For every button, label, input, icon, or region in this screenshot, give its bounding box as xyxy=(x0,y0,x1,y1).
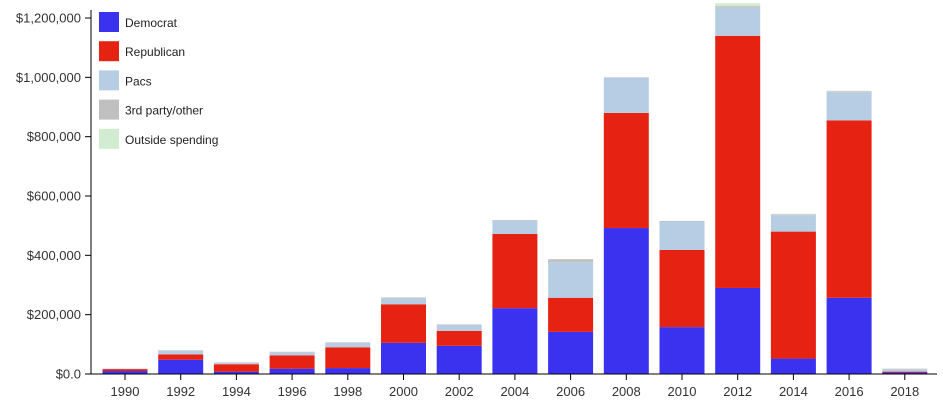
x-tick-label: 1990 xyxy=(111,384,140,399)
y-tick-label: $1,200,000 xyxy=(16,11,81,26)
bar-1990-pacs xyxy=(102,368,148,370)
bar-2014-outside-spending xyxy=(770,213,816,215)
x-tick-label: 2014 xyxy=(779,384,808,399)
bar-1996-3rd-party-other xyxy=(269,351,315,353)
bar-2000-3rd-party-other xyxy=(381,297,426,299)
bar-1994-democrat xyxy=(213,371,259,374)
bar-1996-democrat xyxy=(269,368,315,374)
legend-swatch xyxy=(99,12,119,32)
bar-1996-pacs xyxy=(269,352,315,356)
bar-1994-republican xyxy=(213,364,259,372)
legend-swatch xyxy=(99,99,119,120)
x-tick-label: 1998 xyxy=(333,384,362,399)
bar-1990-democrat xyxy=(102,371,148,374)
x-tick-label: 1996 xyxy=(278,384,307,399)
x-tick-label: 2004 xyxy=(500,384,529,399)
bar-1998-3rd-party-other xyxy=(325,342,371,343)
bar-2016-3rd-party-other xyxy=(826,91,872,93)
bar-2000-republican xyxy=(381,304,426,343)
legend-label: Democrat xyxy=(125,16,178,30)
x-tick-label: 2000 xyxy=(389,384,418,399)
x-tick-label: 2016 xyxy=(835,384,864,399)
bar-2004-pacs xyxy=(492,220,538,234)
x-tick-label: 2002 xyxy=(445,384,474,399)
bars-layer xyxy=(102,3,928,374)
y-tick-label: $200,000 xyxy=(27,307,81,322)
bar-2018-3rd-party-other xyxy=(882,368,928,370)
bar-1998-democrat xyxy=(325,368,371,374)
bar-2006-republican xyxy=(548,297,594,332)
x-tick-label: 2008 xyxy=(612,384,641,399)
bar-2000-pacs xyxy=(381,298,426,305)
bar-2012-outside-spending xyxy=(715,3,761,7)
bar-2018-pacs xyxy=(882,369,928,372)
legend-swatch xyxy=(99,70,119,91)
x-tick-label: 2018 xyxy=(890,384,919,399)
bar-1994-pacs xyxy=(213,362,259,365)
legend: Democrat Republican Pacs 3rd party/other Out… xyxy=(99,12,218,149)
bar-2002-3rd-party-other xyxy=(436,324,482,326)
bar-2010-democrat xyxy=(659,327,705,374)
x-tick-label: 2010 xyxy=(668,384,697,399)
x-tick-label: 2006 xyxy=(556,384,585,399)
bar-1992-pacs xyxy=(158,350,204,355)
bar-2018-republican xyxy=(882,371,928,373)
bar-2012-3rd-party-other xyxy=(715,6,761,8)
legend-label: 3rd party/other xyxy=(125,104,203,118)
bar-2016-democrat xyxy=(826,297,872,374)
bar-1992-democrat xyxy=(158,359,204,374)
bar-2008-republican xyxy=(603,112,649,229)
y-tick-label: $600,000 xyxy=(27,189,81,204)
bar-2012-democrat xyxy=(715,287,761,374)
bar-2008-pacs xyxy=(603,77,649,113)
legend-label: Outside spending xyxy=(125,133,218,147)
y-tick-label: $400,000 xyxy=(27,248,81,263)
bar-2014-pacs xyxy=(770,215,816,232)
legend-swatch xyxy=(99,41,119,62)
bar-2006-3rd-party-other xyxy=(548,259,594,263)
bar-2010-pacs xyxy=(659,221,705,250)
bar-2016-pacs xyxy=(826,92,872,121)
bar-1990-republican xyxy=(102,368,148,372)
bar-2012-republican xyxy=(715,35,761,288)
bar-1998-republican xyxy=(325,347,371,369)
bar-2008-3rd-party-other xyxy=(603,77,649,78)
bar-1996-republican xyxy=(269,355,315,369)
y-tick-label: $800,000 xyxy=(27,129,81,144)
x-tick-label: 2012 xyxy=(723,384,752,399)
y-tick-label: $1,000,000 xyxy=(16,70,81,85)
x-axis: 1990 1992 1994 1996 1998 2000 2002 2004 2006 2008… xyxy=(91,373,937,399)
bar-1994-3rd-party-other xyxy=(213,362,259,363)
y-axis: $0.0 $200,000 $400,000 $600,000 $800,000 $1,0… xyxy=(16,10,92,382)
x-tick-label: 1994 xyxy=(222,384,251,399)
legend-swatch xyxy=(99,128,119,149)
legend-label: Pacs xyxy=(125,74,152,88)
bar-2016-republican xyxy=(826,120,872,298)
bar-2012-pacs xyxy=(715,7,761,36)
bar-2014-3rd-party-other xyxy=(770,214,816,216)
bar-2006-pacs xyxy=(548,262,594,298)
bar-2002-pacs xyxy=(436,325,482,331)
bar-2004-democrat xyxy=(492,308,538,374)
bar-2008-democrat xyxy=(603,228,649,374)
bar-2002-republican xyxy=(436,330,482,346)
bar-2018-democrat xyxy=(882,372,928,374)
x-tick-label: 1992 xyxy=(166,384,195,399)
bar-2004-3rd-party-other xyxy=(492,220,538,221)
legend-label: Republican xyxy=(125,45,185,59)
bar-1998-pacs xyxy=(325,342,371,348)
bar-2004-republican xyxy=(492,233,538,309)
bar-2014-republican xyxy=(770,231,816,359)
bar-2006-democrat xyxy=(548,331,594,374)
bar-2000-democrat xyxy=(381,342,426,374)
bar-1992-3rd-party-other xyxy=(158,350,204,351)
bar-2002-democrat xyxy=(436,345,482,374)
y-tick-label: $0.0 xyxy=(56,367,81,382)
bar-2016-outside-spending xyxy=(826,90,872,92)
bar-2014-democrat xyxy=(770,358,816,374)
bar-1992-republican xyxy=(158,354,204,360)
bar-2010-3rd-party-other xyxy=(659,220,705,222)
bar-2010-republican xyxy=(659,249,705,328)
